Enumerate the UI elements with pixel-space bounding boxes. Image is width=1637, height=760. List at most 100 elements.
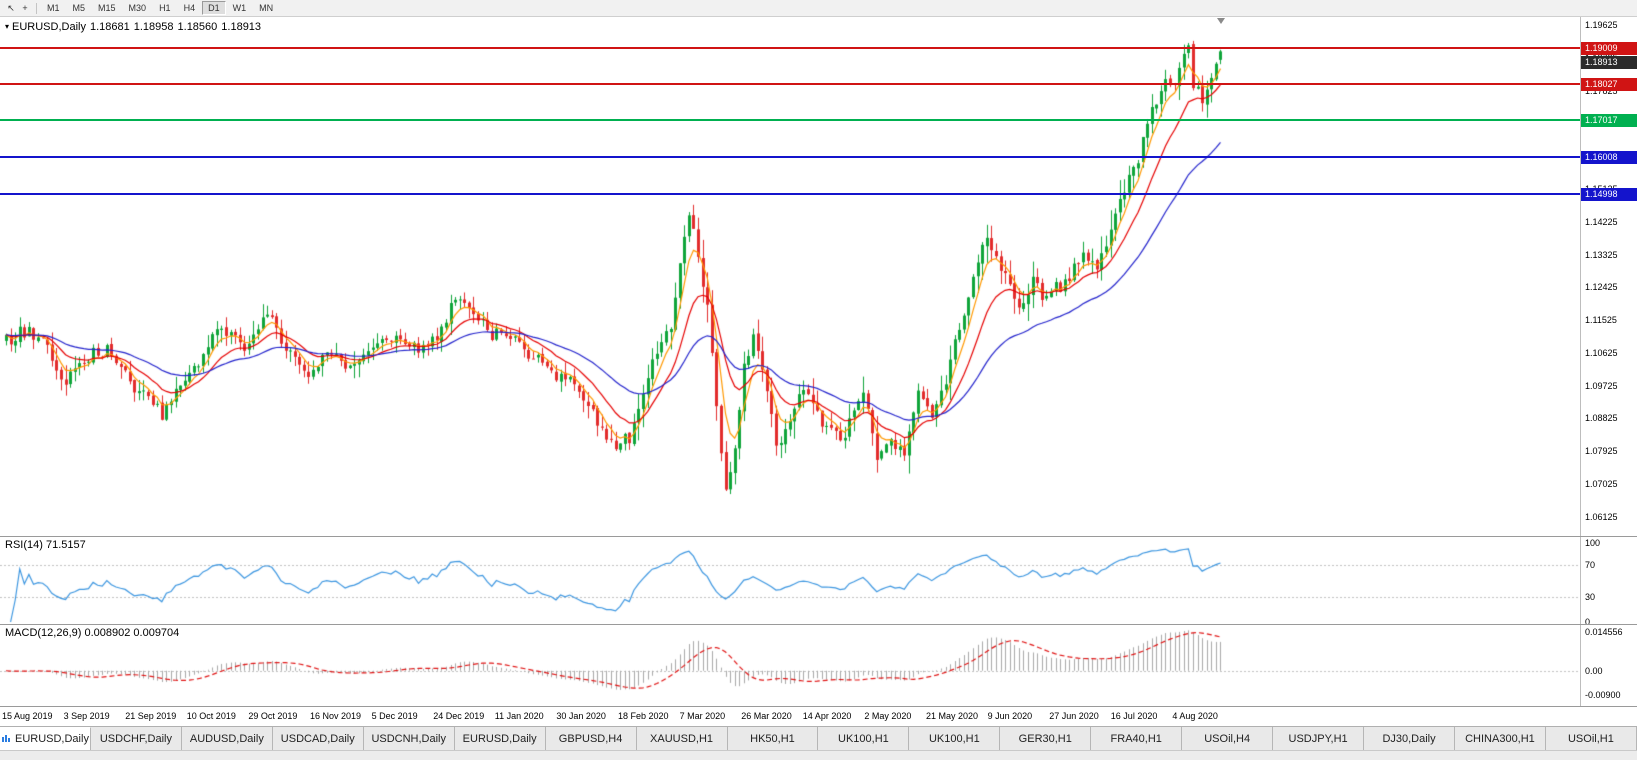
chart-shift-marker[interactable]: [1217, 18, 1225, 24]
toolbar-separator: [36, 2, 37, 14]
timeframe-button-W1[interactable]: W1: [227, 1, 253, 15]
tab-label: FRA40,H1: [1110, 732, 1162, 745]
horizontal-line-1.14998[interactable]: [0, 193, 1580, 195]
ohlc-open: 1.18681: [89, 21, 130, 33]
date-label: 15 Aug 2019: [2, 711, 53, 721]
date-label: 16 Nov 2019: [310, 711, 362, 721]
tab-label: USOil,H1: [1567, 732, 1614, 745]
timeframe-button-M5[interactable]: M5: [67, 1, 92, 15]
tab-label: USOil,H4: [1204, 732, 1251, 745]
tab-label: XAUUSD,H1: [650, 732, 714, 745]
date-label: 21 Sep 2019: [125, 711, 177, 721]
cursor-tool-icon[interactable]: ↖: [7, 2, 15, 13]
price-axis-tick: 1.10625: [1585, 347, 1618, 358]
tab-xauusd-h1[interactable]: XAUUSD,H1: [636, 727, 728, 750]
tab-label: USDJPY,H1: [1288, 732, 1348, 745]
tab-eurusd-daily[interactable]: EURUSD,Daily: [0, 727, 91, 750]
date-axis[interactable]: 15 Aug 2019 3 Sep 2019 21 Sep 2019 10 Oct 2…: [0, 706, 1637, 726]
tab-china300-h1[interactable]: CHINA300,H1: [1455, 727, 1546, 750]
price-axis-tick: 1.09725: [1585, 380, 1618, 391]
date-label: 11 Jan 2020: [494, 711, 544, 721]
timeframe-button-D1[interactable]: D1: [202, 1, 226, 15]
timeframe-button-MN[interactable]: MN: [253, 1, 279, 15]
date-label: 18 Feb 2020: [618, 711, 669, 721]
price-tag-1.19009[interactable]: 1.19009: [1581, 41, 1637, 55]
price-tag-1.14998[interactable]: 1.14998: [1581, 187, 1637, 201]
current-price-tag[interactable]: 1.18913: [1581, 55, 1637, 69]
chart-symbol-period: EURUSD,Daily: [12, 21, 86, 33]
ohlc-high: 1.18958: [133, 21, 174, 33]
pane-resize-handle-rsi[interactable]: [0, 536, 1637, 537]
tab-uk100-h1[interactable]: UK100,H1: [909, 727, 1001, 750]
price-tag-1.16008[interactable]: 1.16008: [1581, 151, 1637, 165]
horizontal-line-1.17017[interactable]: [0, 119, 1580, 121]
horizontal-line-1.16008[interactable]: [0, 156, 1580, 158]
date-label: 24 Dec 2019: [433, 711, 485, 721]
date-label: 5 Dec 2019: [371, 711, 418, 721]
horizontal-line-1.19009[interactable]: [0, 47, 1580, 49]
price-tag-1.18027[interactable]: 1.18027: [1581, 77, 1637, 91]
tab-label: USDCAD,Daily: [280, 732, 355, 745]
tab-usdjpy-h1[interactable]: USDJPY,H1: [1273, 727, 1365, 750]
chart-ohlc-label: ▾ EURUSD,Daily 1.18681 1.18958 1.18560 1.1891…: [5, 21, 265, 33]
tab-fra40-h1[interactable]: FRA40,H1: [1091, 727, 1183, 750]
tab-label: HK50,H1: [750, 732, 795, 745]
timeframe-button-H1[interactable]: H1: [153, 1, 177, 15]
tab-usdchf-daily[interactable]: USDCHF,Daily: [90, 727, 182, 750]
macd-axis-tick: 0.00: [1585, 665, 1603, 676]
rsi-pane-label: RSI(14) 71.5157: [5, 539, 86, 551]
tab-uk100-h1[interactable]: UK100,H1: [818, 727, 910, 750]
price-axis-tick: 1.14225: [1585, 216, 1618, 227]
tab-label: AUDUSD,Daily: [189, 732, 264, 745]
price-axis-tick: 1.07925: [1585, 446, 1618, 457]
chart-tab-bar: EURUSD,Daily USDCHF,Daily AUDUSD,Daily USDC…: [0, 726, 1637, 750]
tab-usdcad-daily[interactable]: USDCAD,Daily: [272, 727, 364, 750]
price-tag-1.17017[interactable]: 1.17017: [1581, 114, 1637, 128]
timeframe-button-M30[interactable]: M30: [123, 1, 153, 15]
tab-audusd-daily[interactable]: AUDUSD,Daily: [181, 727, 273, 750]
tab-ger30-h1[interactable]: GER30,H1: [1000, 727, 1092, 750]
rsi-axis-tick: 100: [1585, 538, 1601, 548]
tab-label: USDCHF,Daily: [99, 732, 172, 745]
date-label: 21 May 2020: [926, 711, 979, 721]
tab-label: UK100,H1: [838, 732, 889, 745]
tab-label: GER30,H1: [1018, 732, 1072, 745]
rsi-axis-tick: 0: [1585, 617, 1591, 627]
date-label: 7 Mar 2020: [679, 711, 726, 721]
chart-dropdown-icon[interactable]: ▾: [5, 22, 10, 31]
tab-usdcnh-daily[interactable]: USDCNH,Daily: [363, 727, 455, 750]
tab-label: USDCNH,Daily: [371, 732, 446, 745]
macd-axis-tick: -0.00900: [1585, 690, 1621, 701]
tab-hk50-h1[interactable]: HK50,H1: [727, 727, 819, 750]
timeframe-button-M1[interactable]: M1: [41, 1, 66, 15]
timeframe-button-M15[interactable]: M15: [92, 1, 122, 15]
tab-usoil-h1[interactable]: USOil,H1: [1545, 727, 1637, 750]
date-label: 29 Oct 2019: [248, 711, 298, 721]
date-label: 9 Jun 2020: [987, 711, 1033, 721]
price-axis-tick: 1.07025: [1585, 478, 1618, 489]
macd-axis-tick: 0.014556: [1585, 627, 1623, 637]
tab-label: GBPUSD,H4: [558, 732, 623, 745]
date-label: 10 Oct 2019: [186, 711, 236, 721]
date-label: 27 Jun 2020: [1049, 711, 1099, 721]
price-axis-tick: 1.06125: [1585, 511, 1618, 522]
tab-eurusd-daily[interactable]: EURUSD,Daily: [454, 727, 546, 750]
date-label: 3 Sep 2019: [63, 711, 110, 721]
date-label: 4 Aug 2020: [1172, 711, 1218, 721]
horizontal-line-1.18027[interactable]: [0, 83, 1580, 85]
tab-gbpusd-h4[interactable]: GBPUSD,H4: [545, 727, 637, 750]
tab-label: CHINA300,H1: [1465, 732, 1535, 745]
tab-label: EURUSD,Daily: [462, 732, 537, 745]
crosshair-tool-icon[interactable]: +: [22, 2, 28, 13]
tab-dj30-daily[interactable]: DJ30,Daily: [1364, 727, 1455, 750]
date-label: 16 Jul 2020: [1110, 711, 1158, 721]
pane-resize-handle-macd[interactable]: [0, 624, 1637, 625]
timeframe-button-H4[interactable]: H4: [178, 1, 202, 15]
tab-usoil-h4[interactable]: USOil,H4: [1182, 727, 1274, 750]
date-label: 26 Mar 2020: [741, 711, 792, 721]
ohlc-close: 1.18913: [221, 21, 262, 33]
tab-label: UK100,H1: [928, 732, 980, 745]
price-axis[interactable]: 1.196251.187251.178251.169251.160251.151…: [1580, 17, 1637, 706]
tab-label: DJ30,Daily: [1382, 732, 1436, 745]
